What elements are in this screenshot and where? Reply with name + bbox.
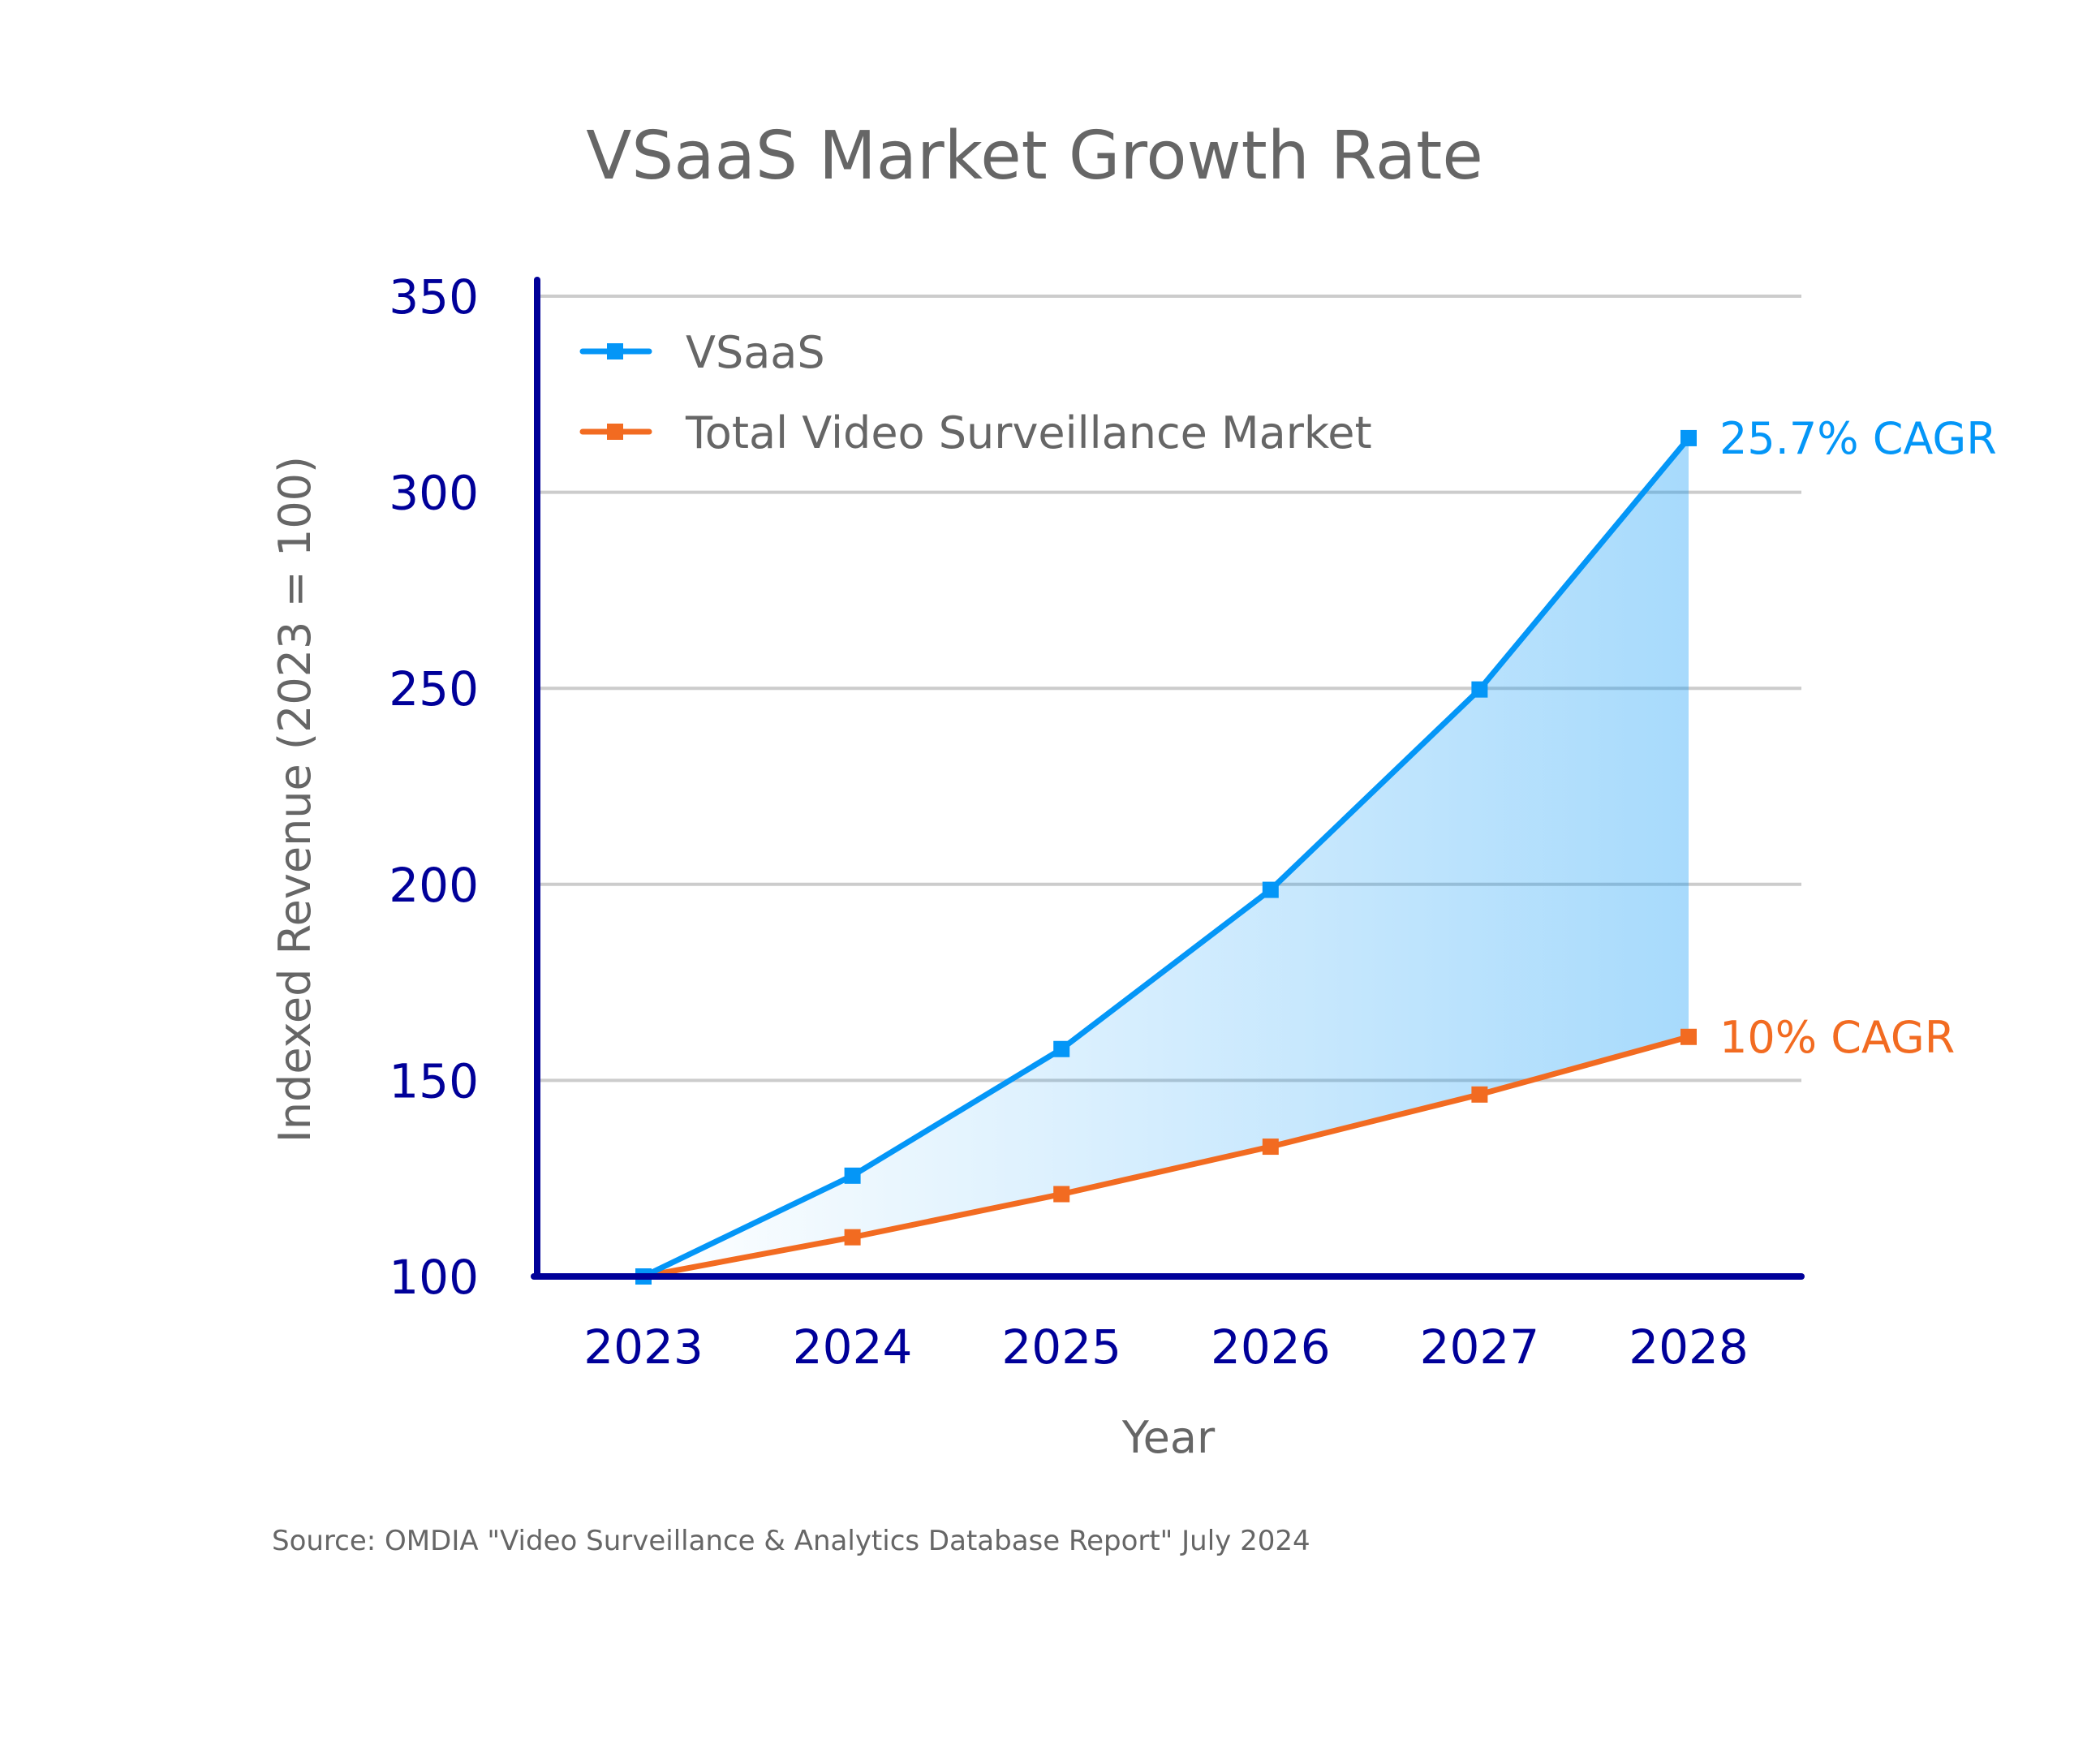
legend-marker-total-market: [607, 424, 623, 440]
x-tick-label: 2024: [793, 1319, 913, 1375]
x-tick-label: 2027: [1420, 1319, 1540, 1375]
y-tick-label: 150: [389, 1053, 479, 1108]
legend: VSaaS Total Video Surveillance Market: [579, 327, 1372, 458]
data-point-total-market-2026: [1262, 1139, 1279, 1156]
source-note: Source: OMDIA "Video Surveillance & Anal…: [272, 1525, 1310, 1557]
fill-between-area: [643, 437, 1689, 1276]
data-point-vsaas-2027: [1471, 681, 1488, 698]
x-tick-label: 2028: [1629, 1319, 1749, 1375]
series-vsaas: 25.7% CAGR: [635, 413, 1997, 1285]
y-tick-labels: 100 150 200 250 300 350: [389, 269, 479, 1305]
legend-marker-vsaas: [607, 343, 623, 359]
data-point-vsaas-2024: [844, 1167, 861, 1184]
legend-item-total-market: Total Video Surveillance Market: [579, 407, 1372, 458]
data-point-total-market-2024: [844, 1229, 861, 1246]
data-point-vsaas-2026: [1262, 881, 1279, 898]
data-point-total-market-2027: [1471, 1086, 1488, 1103]
data-point-vsaas-2025: [1053, 1040, 1070, 1057]
cagr-label-vsaas: 25.7% CAGR: [1719, 413, 1997, 464]
x-tick-label: 2023: [583, 1319, 704, 1375]
series-layer: 10% CAGR 25.7% CAGR: [635, 413, 1997, 1285]
data-point-total-market-2028: [1680, 1028, 1697, 1045]
legend-label-total-market: Total Video Surveillance Market: [685, 407, 1372, 458]
chart-title: VSaaS Market Growth Rate: [586, 118, 1483, 195]
x-tick-labels: 2023 2024 2025 2026 2027 2028: [583, 1319, 1749, 1375]
y-tick-label: 300: [389, 466, 479, 521]
data-point-vsaas-2028: [1680, 429, 1697, 446]
legend-item-vsaas: VSaaS: [579, 327, 825, 378]
series-line-vsaas: [642, 436, 1691, 1280]
y-axis-label: Indexed Revenue (2023 = 100): [269, 456, 321, 1143]
series-line-total-market: [643, 1034, 1689, 1280]
cagr-label-total-market: 10% CAGR: [1719, 1012, 1955, 1063]
fill-area-layer: [643, 437, 1689, 1276]
x-axis-label: Year: [1121, 1412, 1216, 1463]
y-tick-label: 350: [389, 269, 479, 325]
legend-label-vsaas: VSaaS: [686, 327, 825, 378]
x-tick-label: 2025: [1001, 1319, 1121, 1375]
y-tick-label: 250: [389, 661, 479, 717]
y-tick-label: 200: [389, 858, 479, 913]
x-tick-label: 2026: [1211, 1319, 1331, 1375]
data-point-total-market-2025: [1053, 1186, 1070, 1203]
series-total-market: 10% CAGR: [635, 1012, 1955, 1285]
y-tick-label: 100: [389, 1250, 479, 1305]
